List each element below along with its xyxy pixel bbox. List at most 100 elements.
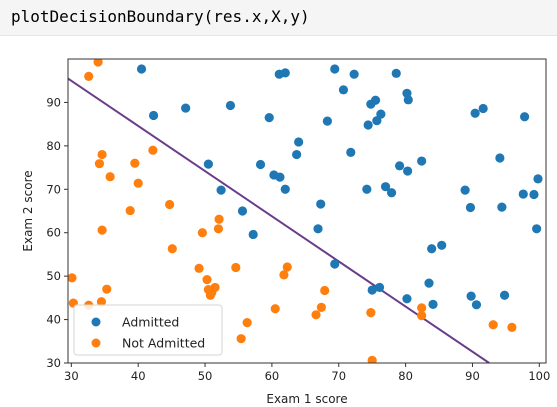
y-tick-label: 30: [46, 356, 61, 370]
not-admitted-point: [366, 308, 376, 318]
legend-marker-admitted: [91, 317, 101, 327]
not-admitted-point: [194, 263, 204, 273]
admitted-point: [338, 85, 349, 95]
admitted-point: [181, 103, 191, 113]
points-layer: [68, 59, 543, 363]
admitted-point: [499, 290, 510, 300]
admitted-point: [313, 224, 323, 234]
x-axis-label: Exam 1 score: [266, 392, 347, 406]
admitted-point: [533, 174, 543, 184]
not-admitted-point: [279, 270, 289, 280]
admitted-point: [248, 229, 258, 240]
not-admitted-point: [167, 244, 177, 254]
not-admitted-point: [68, 273, 77, 283]
x-axis: 30 40 50 60 70 80 90 100: [64, 363, 550, 383]
admitted-point: [428, 299, 438, 309]
not-admitted-point: [367, 355, 377, 363]
admitted-point: [470, 108, 480, 118]
admitted-point: [529, 189, 539, 200]
admitted-point: [518, 189, 528, 199]
admitted-point: [349, 69, 359, 79]
admitted-point: [424, 278, 434, 288]
admitted-point: [363, 120, 373, 130]
legend-box: [73, 304, 223, 356]
admitted-point: [264, 113, 274, 123]
admitted-point: [136, 64, 147, 74]
not-admitted-point: [148, 145, 158, 155]
y-tick-label: 70: [46, 182, 61, 196]
admitted-point: [148, 110, 159, 121]
admitted-point: [346, 147, 356, 157]
not-admitted-point: [488, 320, 498, 330]
admitted-point: [367, 285, 377, 295]
admitted-point: [294, 137, 304, 147]
admitted-point: [225, 100, 236, 111]
legend-label-not-admitted: Not Admitted: [122, 336, 205, 351]
not-admitted-point: [97, 225, 107, 235]
admitted-point: [471, 300, 482, 310]
not-admitted-point: [165, 199, 175, 210]
admitted-point: [370, 95, 381, 105]
admitted-point: [275, 172, 285, 182]
not-admitted-point: [417, 311, 427, 321]
x-tick-label: 50: [198, 369, 213, 383]
not-admitted-point: [214, 214, 224, 224]
admitted-point: [380, 182, 391, 192]
not-admitted-point: [417, 303, 427, 313]
admitted-point: [403, 166, 413, 176]
not-admitted-point: [102, 284, 112, 294]
admitted-point: [280, 68, 290, 78]
admitted-point: [466, 291, 476, 301]
not-admitted-point: [202, 275, 212, 285]
admitted-point: [203, 159, 213, 169]
x-tick-label: 90: [465, 369, 480, 383]
legend-label-admitted: Admitted: [122, 315, 179, 330]
admitted-point: [237, 206, 248, 216]
not-admitted-point: [125, 205, 135, 216]
admitted-point: [330, 64, 340, 74]
not-admitted-point: [97, 149, 107, 160]
code-cell[interactable]: plotDecisionBoundary(res.x,X,y): [0, 0, 557, 36]
not-admitted-point: [96, 297, 107, 307]
legend-marker-not-admitted: [91, 338, 101, 348]
x-tick-label: 70: [331, 369, 346, 383]
y-axis-label: Exam 2 score: [21, 170, 35, 251]
admitted-point: [292, 149, 302, 160]
admitted-point: [497, 202, 507, 212]
code-text: plotDecisionBoundary(res.x,X,y): [11, 7, 310, 26]
not-admitted-point: [236, 334, 246, 344]
not-admitted-point: [93, 59, 103, 67]
not-admitted-point: [94, 159, 105, 169]
admitted-point: [362, 184, 372, 194]
admitted-point: [417, 156, 427, 166]
y-tick-label: 40: [46, 313, 61, 327]
plot-frame: [67, 58, 547, 364]
not-admitted-point: [84, 71, 94, 81]
not-admitted-point: [231, 262, 241, 273]
y-tick-label: 60: [46, 226, 61, 240]
admitted-point: [374, 282, 385, 293]
x-tick-label: 80: [398, 369, 413, 383]
not-admitted-point: [316, 302, 326, 313]
admitted-point: [460, 185, 470, 195]
admitted-point: [427, 244, 437, 254]
admitted-point: [376, 109, 386, 119]
x-tick-label: 40: [131, 369, 146, 383]
y-tick-label: 50: [46, 269, 61, 283]
x-tick-label: 60: [265, 369, 280, 383]
y-tick-label: 90: [46, 95, 61, 109]
admitted-point: [394, 161, 405, 171]
not-admitted-point: [197, 228, 207, 238]
not-admitted-point: [130, 158, 140, 168]
not-admitted-point: [213, 224, 224, 234]
not-admitted-point: [133, 178, 143, 188]
admitted-point: [465, 202, 476, 213]
admitted-point: [520, 112, 530, 122]
admitted-point: [391, 68, 401, 78]
not-admitted-point: [242, 318, 252, 328]
legend: Admitted Not Admitted: [73, 304, 223, 356]
x-tick-label: 30: [64, 369, 79, 383]
admitted-point: [322, 116, 332, 126]
admitted-point: [402, 294, 412, 304]
